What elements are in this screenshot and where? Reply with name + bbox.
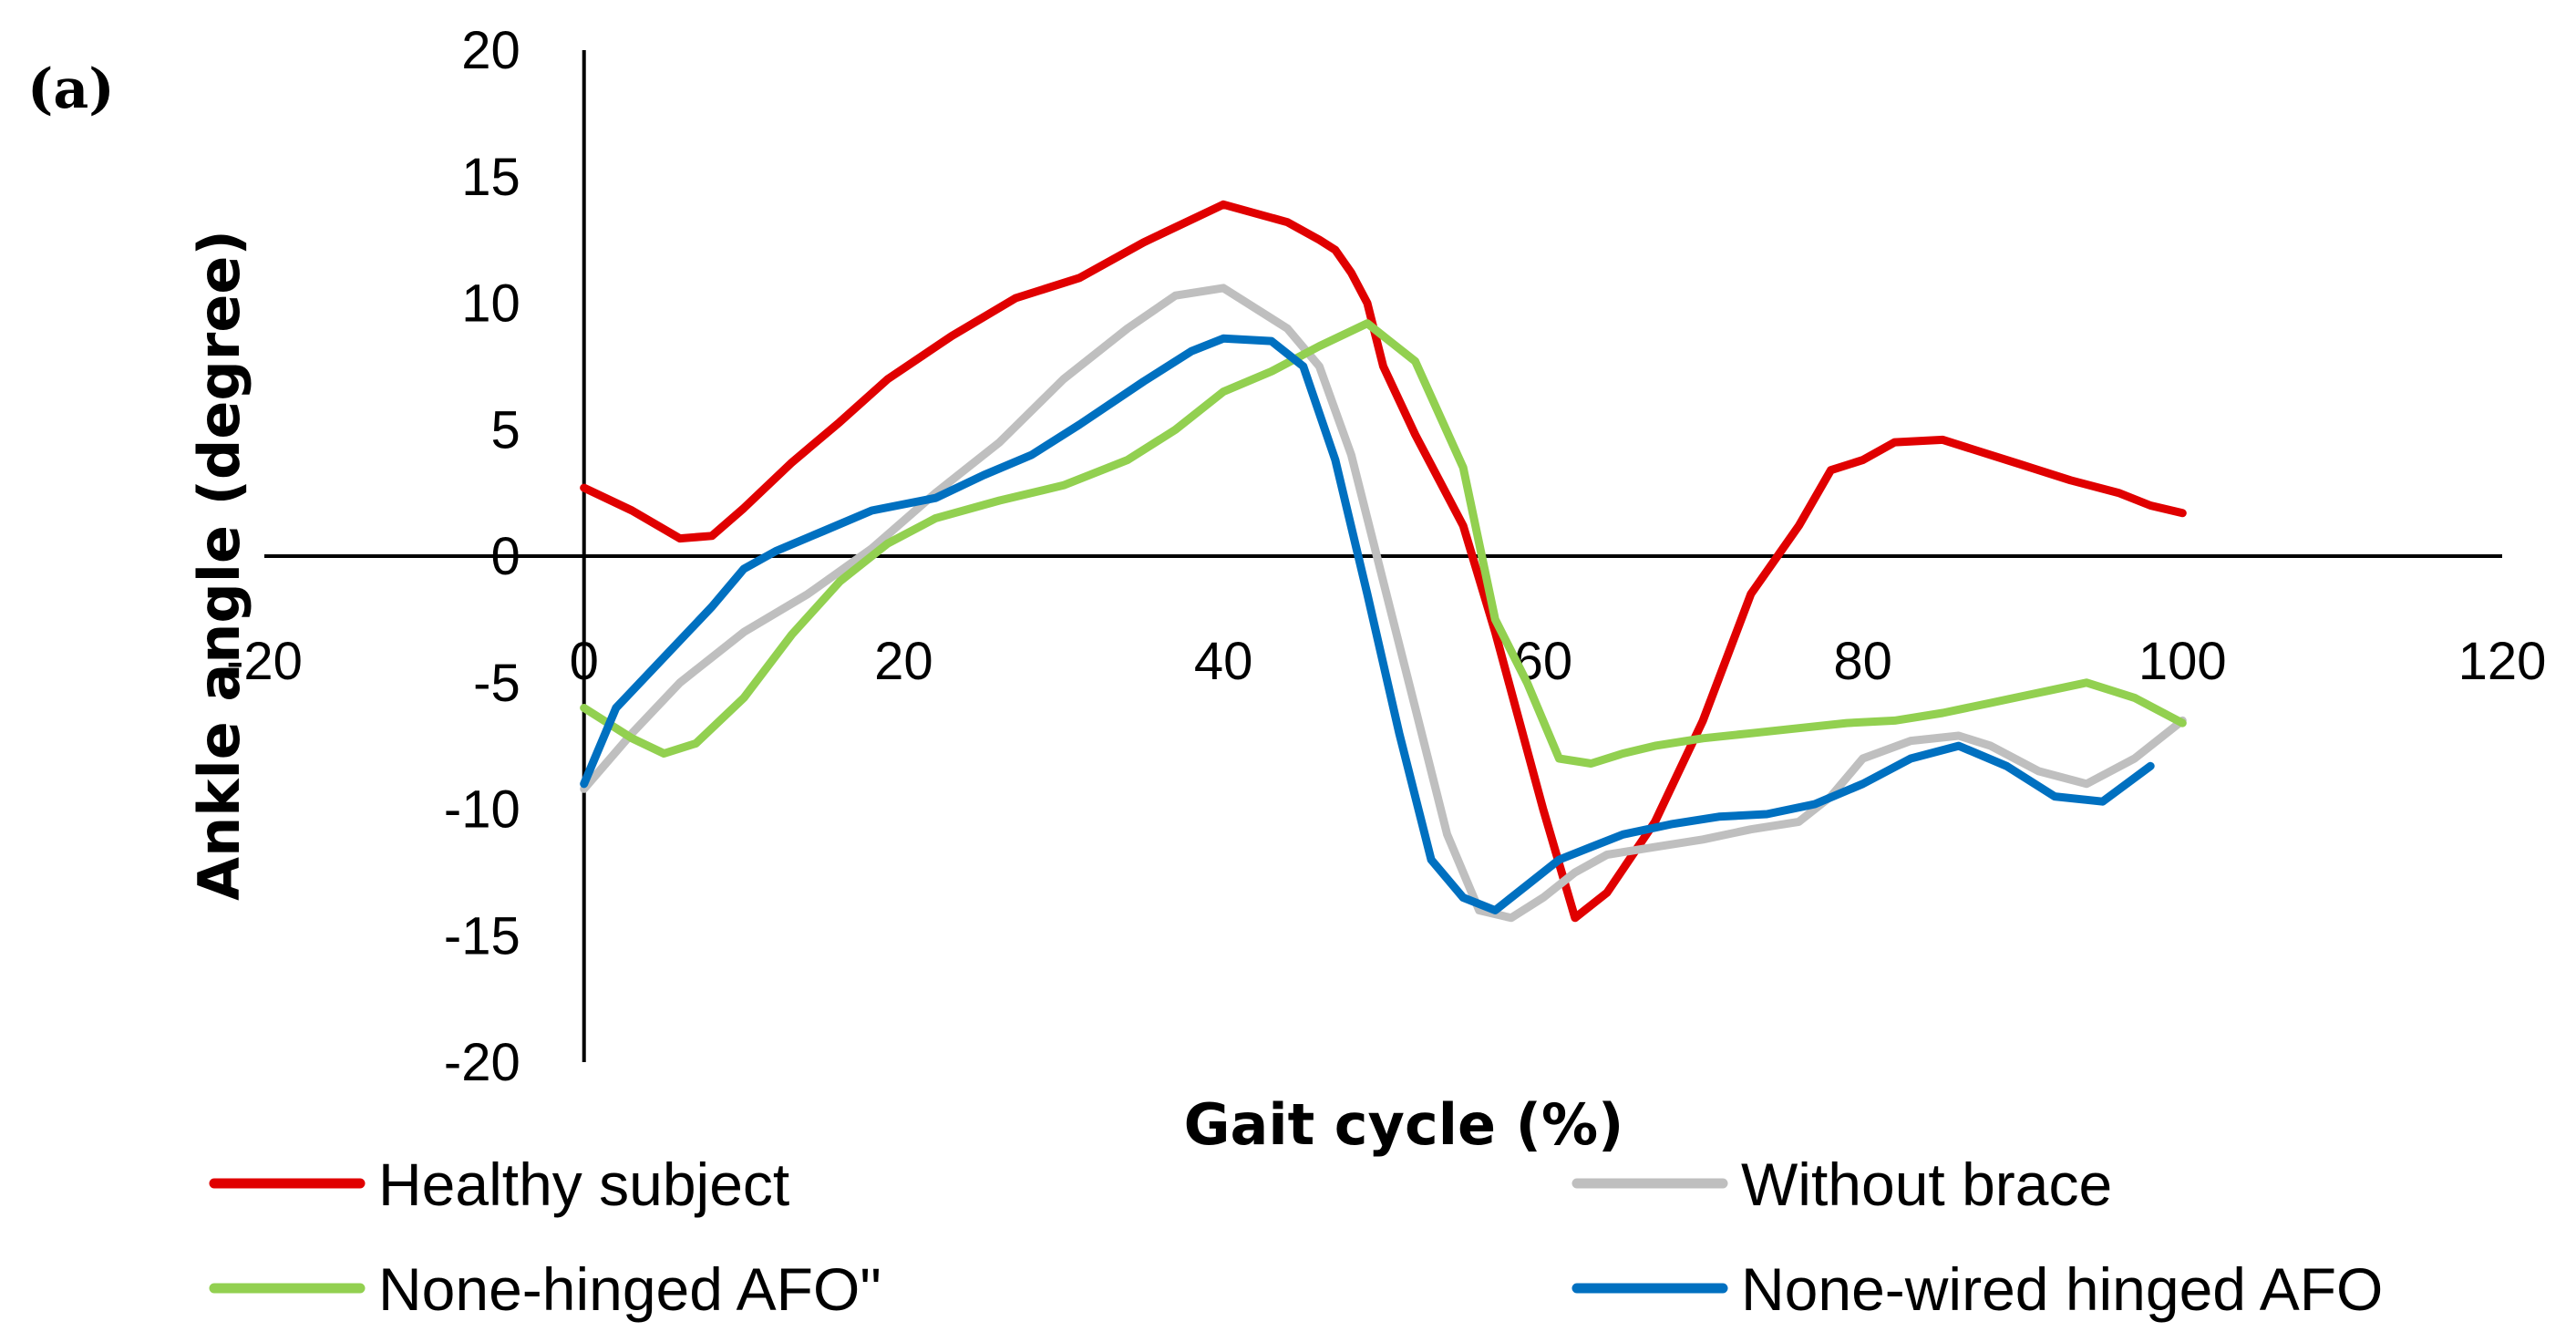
legend-label: Without brace xyxy=(1741,1151,2112,1218)
y-tick-label: 0 xyxy=(490,527,520,586)
x-tick-label: 40 xyxy=(1194,632,1253,691)
y-tick-label: -20 xyxy=(444,1033,520,1092)
axes xyxy=(264,50,2502,1062)
panel-label: (a) xyxy=(27,57,115,121)
series-line-3 xyxy=(580,319,2187,768)
x-tick-label: 0 xyxy=(570,632,599,691)
legend: Healthy subject Without brace None-hinged … xyxy=(209,1151,2383,1323)
y-tick-label: -15 xyxy=(444,906,520,965)
y-axis-title: Ankle angle (degree) xyxy=(186,230,252,901)
y-tick-label: -10 xyxy=(444,780,520,840)
x-tick-label: -20 xyxy=(226,632,303,691)
series-line-1 xyxy=(580,200,2187,923)
y-tick-label: 20 xyxy=(461,21,520,80)
x-tick-label: 20 xyxy=(874,632,933,691)
x-tick-label: 80 xyxy=(1833,632,1892,691)
y-tick-label: -5 xyxy=(473,654,520,713)
x-axis-title: Gait cycle (%) xyxy=(1184,1091,1624,1158)
series-line-4 xyxy=(580,334,2155,914)
y-tick-label: 5 xyxy=(490,400,520,459)
x-tick-label: 100 xyxy=(2138,632,2227,691)
legend-label: None-hinged AFO" xyxy=(378,1255,881,1323)
y-tick-label: 10 xyxy=(461,274,520,334)
legend-label: Healthy subject xyxy=(378,1151,789,1218)
series-lines xyxy=(580,200,2187,923)
x-tick-label: 120 xyxy=(2458,632,2547,691)
legend-label: None-wired hinged AFO xyxy=(1741,1255,2383,1323)
y-tick-label: 15 xyxy=(461,148,520,207)
